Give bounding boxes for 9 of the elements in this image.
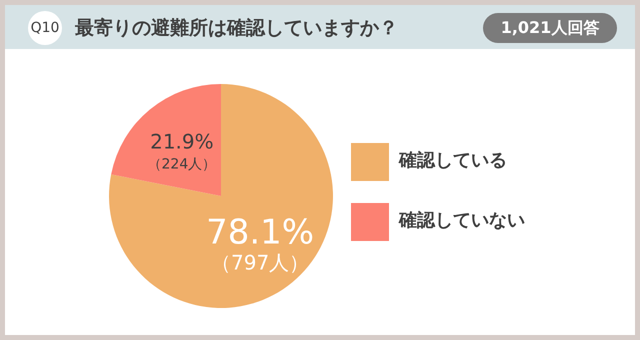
chart-title: 最寄りの避難所は確認していますか？ <box>75 16 398 41</box>
legend-label: 確認していない <box>399 210 525 231</box>
chart-subtitle: 1,021人回答 <box>483 13 617 43</box>
data-label: 21.9% （224人） <box>148 129 216 172</box>
pie-slice <box>111 84 221 196</box>
legend-label: 確認している <box>399 150 507 171</box>
pie-slice <box>109 84 333 308</box>
data-label: 78.1% （797人） <box>206 212 314 275</box>
text: Q10 <box>28 11 62 45</box>
